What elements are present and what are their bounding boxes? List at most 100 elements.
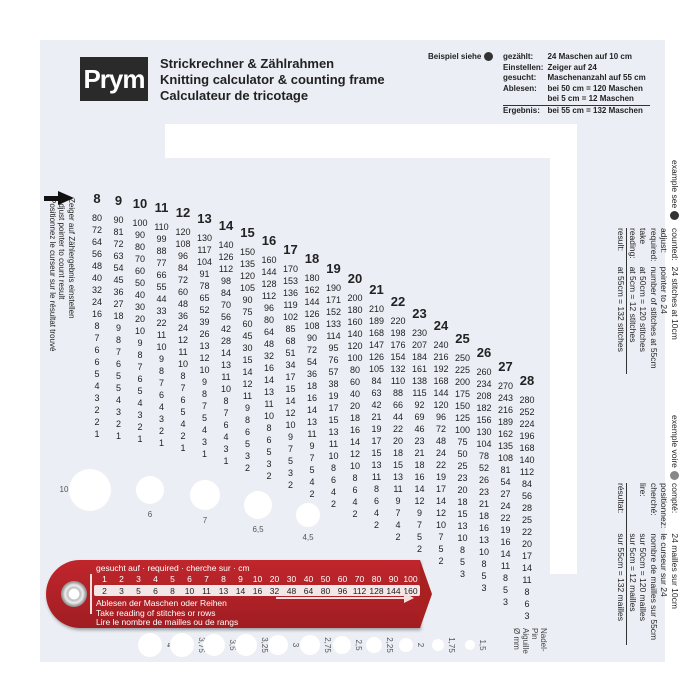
table-value: 3 — [266, 459, 272, 469]
table-value: 6 — [158, 389, 164, 400]
table-value: 9 — [158, 353, 164, 364]
example-row: Einstellen: Zeiger auf 24 — [503, 63, 650, 74]
table-value: 4 — [180, 418, 186, 429]
table-value: 184 — [411, 351, 428, 362]
reading-de: Ablesen der Maschen oder Reihen — [96, 598, 227, 608]
table-value: 2 — [244, 462, 250, 473]
pointer-bar — [90, 574, 92, 614]
pointer-reading-value: 32 — [269, 585, 280, 596]
pointer-reading-value: 10 — [184, 585, 195, 596]
table-value: 168 — [433, 376, 449, 387]
red-pointer[interactable]: 1 2 2 3 3 5 4 6 5 8 6 10 7 11 8 13 9 14 10 16 20 32 30 48 40 64 50… — [46, 560, 432, 628]
table-value: 225 — [454, 365, 471, 376]
table-value: 75 — [457, 437, 468, 448]
table-value: 162 — [304, 285, 320, 296]
pointer-arrowhead-icon — [404, 593, 414, 603]
table-value: 126 — [368, 352, 385, 363]
table-value: 55 — [156, 281, 167, 292]
example-result-row: résultat: sur 55cm = 132 mailles — [616, 483, 627, 646]
pointer-cm-value: 6 — [187, 574, 192, 584]
table-value: 200 — [347, 293, 363, 304]
prym-logo: Prym — [80, 57, 148, 101]
needle-hole — [296, 503, 320, 527]
table-value: 17 — [521, 551, 532, 561]
table-value: 11 — [264, 399, 274, 409]
table-value: 15 — [285, 383, 296, 394]
table-value: 14 — [414, 483, 425, 494]
table-value: 4 — [158, 401, 164, 412]
table-value: 57 — [328, 366, 339, 377]
pivot-eyelet — [61, 581, 87, 607]
table-value: 18 — [349, 413, 360, 424]
table-value: 9 — [201, 376, 207, 387]
table-value: 16 — [263, 363, 274, 373]
table-value: 16 — [306, 393, 317, 404]
example-cell — [503, 94, 547, 105]
example-cell: gezählt: — [503, 52, 534, 61]
example-result-cell: result: — [616, 228, 627, 267]
table-value: 17 — [328, 402, 339, 413]
table-value: 98 — [220, 275, 231, 286]
pointer-cm-value: 5 — [170, 574, 175, 584]
table-value: 115 — [412, 387, 427, 398]
table-value: 18 — [478, 510, 489, 521]
table-value: 3 — [524, 611, 530, 621]
table-value: 40 — [91, 273, 102, 283]
pointer-cm-value: 90 — [388, 574, 399, 584]
example-row: gezählt: 24 Maschen auf 10 cm — [503, 52, 650, 63]
table-value: 105 — [368, 364, 385, 375]
table-value: 84 — [177, 262, 188, 273]
table-value: 6 — [115, 358, 121, 369]
table-value: 168 — [368, 328, 385, 339]
table-value: 11 — [522, 575, 532, 585]
table-value: 11 — [178, 346, 188, 357]
table-value: 110 — [154, 221, 169, 232]
table-value: 66 — [392, 399, 403, 410]
table-value: 7 — [201, 400, 207, 411]
table-value: 22 — [521, 527, 532, 537]
table-value: 8 — [158, 365, 164, 376]
needle-hole — [399, 638, 413, 652]
pointer-cm-value: 10 — [252, 574, 263, 584]
table-value: 117 — [197, 244, 212, 255]
pointer-reading-value: 3 — [119, 585, 124, 596]
pointer-tip[interactable] — [420, 560, 432, 628]
instruction-en: Adjust pointer to count result — [57, 198, 67, 300]
table-value: 154 — [390, 351, 406, 362]
table-value: 3 — [502, 596, 508, 607]
table-value: 12 — [285, 407, 296, 418]
table-value: 8 — [137, 349, 143, 360]
pointer-cm-value: 30 — [286, 574, 297, 584]
example-cell: bei 50 cm = 120 Maschen — [547, 83, 643, 93]
table-value: 2 — [266, 471, 272, 481]
table-value: 190 — [325, 282, 342, 293]
table-value: 72 — [306, 345, 317, 356]
table-value: 19 — [328, 390, 339, 401]
table-value: 70 — [134, 253, 145, 264]
example-dot-icon — [670, 211, 679, 221]
table-value: 13 — [263, 387, 274, 397]
table-value: 7 — [115, 346, 121, 357]
table-value: 120 — [433, 400, 449, 411]
table-value: 16 — [349, 425, 360, 436]
table-value: 56 — [521, 491, 532, 501]
table-value: 2 — [309, 489, 315, 500]
table-value: 17 — [435, 484, 446, 495]
example-cell: required: — [649, 228, 659, 262]
table-value: 200 — [454, 377, 471, 388]
table-value: 19 — [371, 424, 382, 435]
left-instructions: Zeiger auf Zählergebnis einstellen Adjus… — [48, 198, 76, 351]
table-value: 9 — [416, 507, 422, 518]
pointer-reading-value: 112 — [352, 585, 367, 596]
table-value: 10 — [457, 533, 468, 544]
table-value: 28 — [521, 503, 532, 513]
pointer-cm-value: 3 — [136, 574, 141, 584]
table-value: 104 — [476, 438, 492, 449]
example-result-cell: résultat: — [616, 483, 627, 534]
table-value: 16 — [414, 471, 425, 482]
needle-hole — [366, 637, 382, 653]
table-value: 8 — [524, 587, 530, 597]
table-value: 138 — [411, 375, 428, 386]
table-value: 24 — [435, 448, 446, 459]
table-value: 5 — [115, 382, 121, 393]
